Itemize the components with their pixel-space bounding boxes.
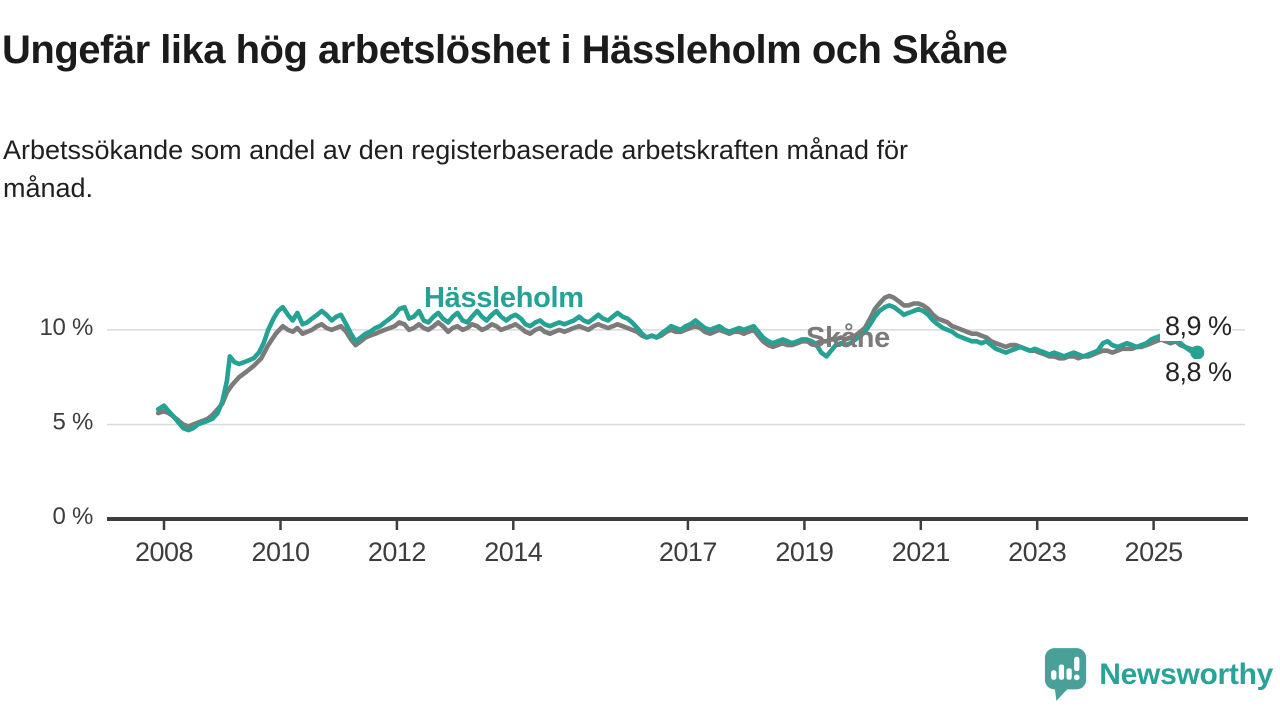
series-end-dot-hssleholm	[1190, 345, 1205, 360]
x-axis-tick-label: 2008	[135, 537, 193, 567]
newsworthy-logo: Newsworthy	[1043, 646, 1273, 704]
x-axis-tick-label: 2023	[1008, 537, 1066, 567]
series-label-skne: Skåne	[806, 322, 890, 354]
x-axis-tick-label: 2025	[1125, 537, 1183, 567]
y-axis-tick-label: 5 %	[53, 409, 93, 436]
end-label-mask	[1160, 313, 1232, 341]
series-label-hssleholm: Hässleholm	[424, 282, 584, 314]
y-axis-tick-label: 0 %	[53, 503, 93, 530]
x-axis-tick-label: 2012	[368, 537, 426, 567]
x-axis-tick-label: 2014	[484, 537, 543, 567]
page-subtitle: Arbetssökande som andel av den registerb…	[3, 135, 909, 203]
end-label-mask	[1160, 359, 1232, 387]
x-axis-tick-label: 2021	[892, 537, 950, 567]
x-axis-tick-label: 2010	[251, 537, 309, 567]
x-axis-tick-label: 2017	[659, 537, 717, 567]
series-line-hssleholm	[155, 303, 1200, 433]
newsworthy-logo-text: Newsworthy	[1099, 658, 1273, 691]
bar-chart-speech-bubble-icon	[1045, 648, 1087, 701]
end-value-label-hssleholm: 8,8 %	[1165, 357, 1232, 387]
page-title: Ungefär lika hög arbetslöshet i Hässleho…	[2, 28, 1008, 72]
end-value-label-skne: 8,9 %	[1165, 311, 1232, 341]
x-axis-tick-label: 2019	[775, 537, 833, 567]
y-axis-tick-label: 10 %	[39, 314, 93, 341]
